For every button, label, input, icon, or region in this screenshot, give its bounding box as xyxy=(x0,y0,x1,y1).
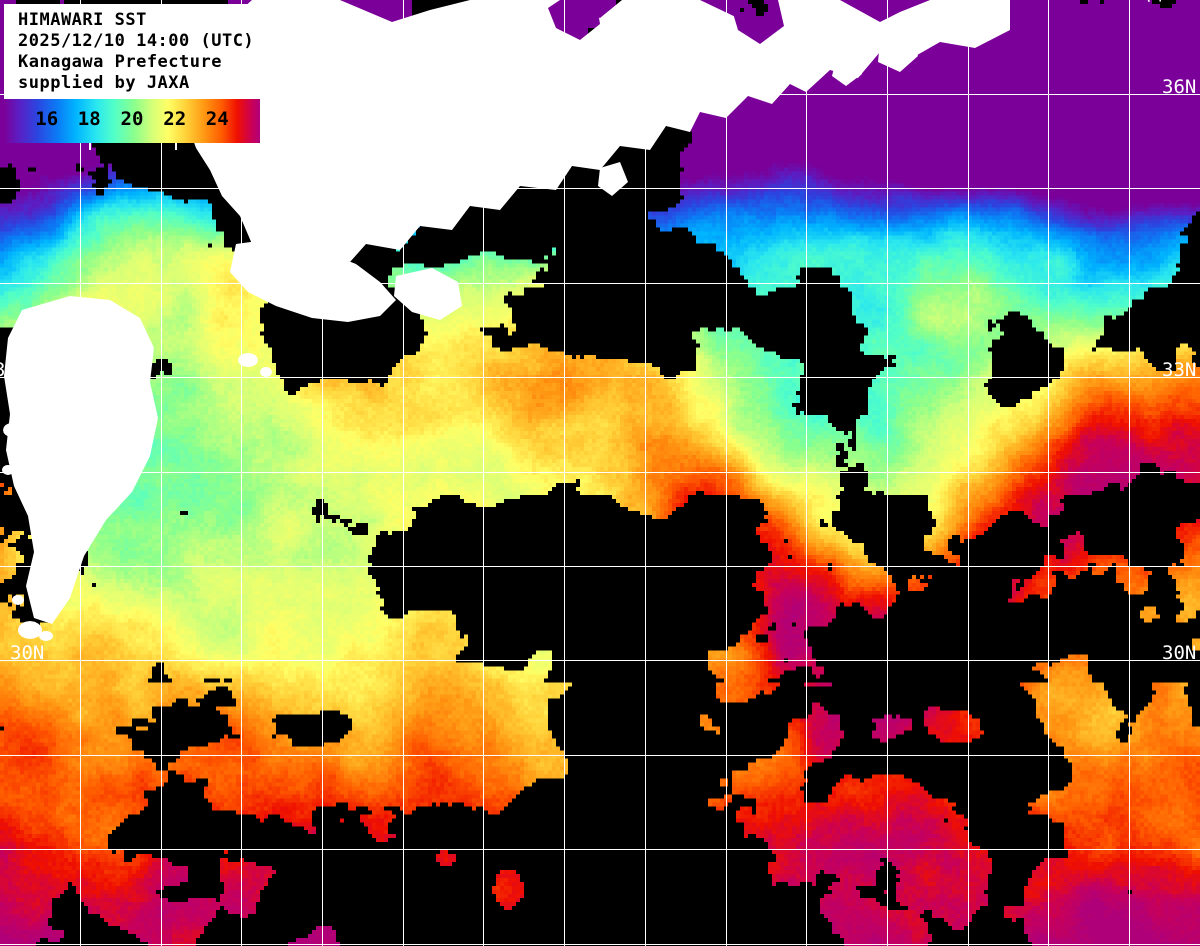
lon-label-136e: 136E xyxy=(496,0,518,4)
title-line-product: HIMAWARI SST xyxy=(18,10,147,30)
lat-label-right-36n: 36N xyxy=(1162,76,1197,98)
colorbar-top-ticks xyxy=(4,89,260,99)
colorbar-label-18: 18 xyxy=(77,108,101,130)
lat-label-right-33n: 33N xyxy=(1162,359,1197,381)
colorbar-label-16: 16 xyxy=(35,108,59,130)
title-line-region: Kanagawa Prefecture xyxy=(18,52,222,72)
colorbar-tick xyxy=(174,143,177,150)
title-line-source: supplied by JAXA xyxy=(18,73,190,93)
colorbar-bottom-ticks xyxy=(4,143,260,151)
colorbar-legend: 16 18 20 22 24 xyxy=(4,91,260,151)
lat-label-right-30n: 30N xyxy=(1162,642,1197,664)
annotation-title-box: HIMAWARI SST 2025/12/10 14:00 (UTC) Kana… xyxy=(4,4,292,100)
colorbar-tick xyxy=(89,143,92,150)
colorbar-label-20: 20 xyxy=(120,108,144,130)
colorbar-gradient xyxy=(4,99,260,143)
colorbar-label-24: 24 xyxy=(205,108,229,130)
lat-label-left-33n: 33N xyxy=(0,359,29,381)
lat-label-left-30n: 30N xyxy=(10,642,45,664)
colorbar-tick xyxy=(174,91,177,99)
colorbar-tick-labels: 16 18 20 22 24 xyxy=(4,99,260,143)
lon-label-144e: 144E xyxy=(1144,0,1166,4)
colorbar-label-22: 22 xyxy=(163,108,187,130)
title-line-datetime: 2025/12/10 14:00 (UTC) xyxy=(18,31,255,51)
colorbar-tick xyxy=(89,91,92,99)
